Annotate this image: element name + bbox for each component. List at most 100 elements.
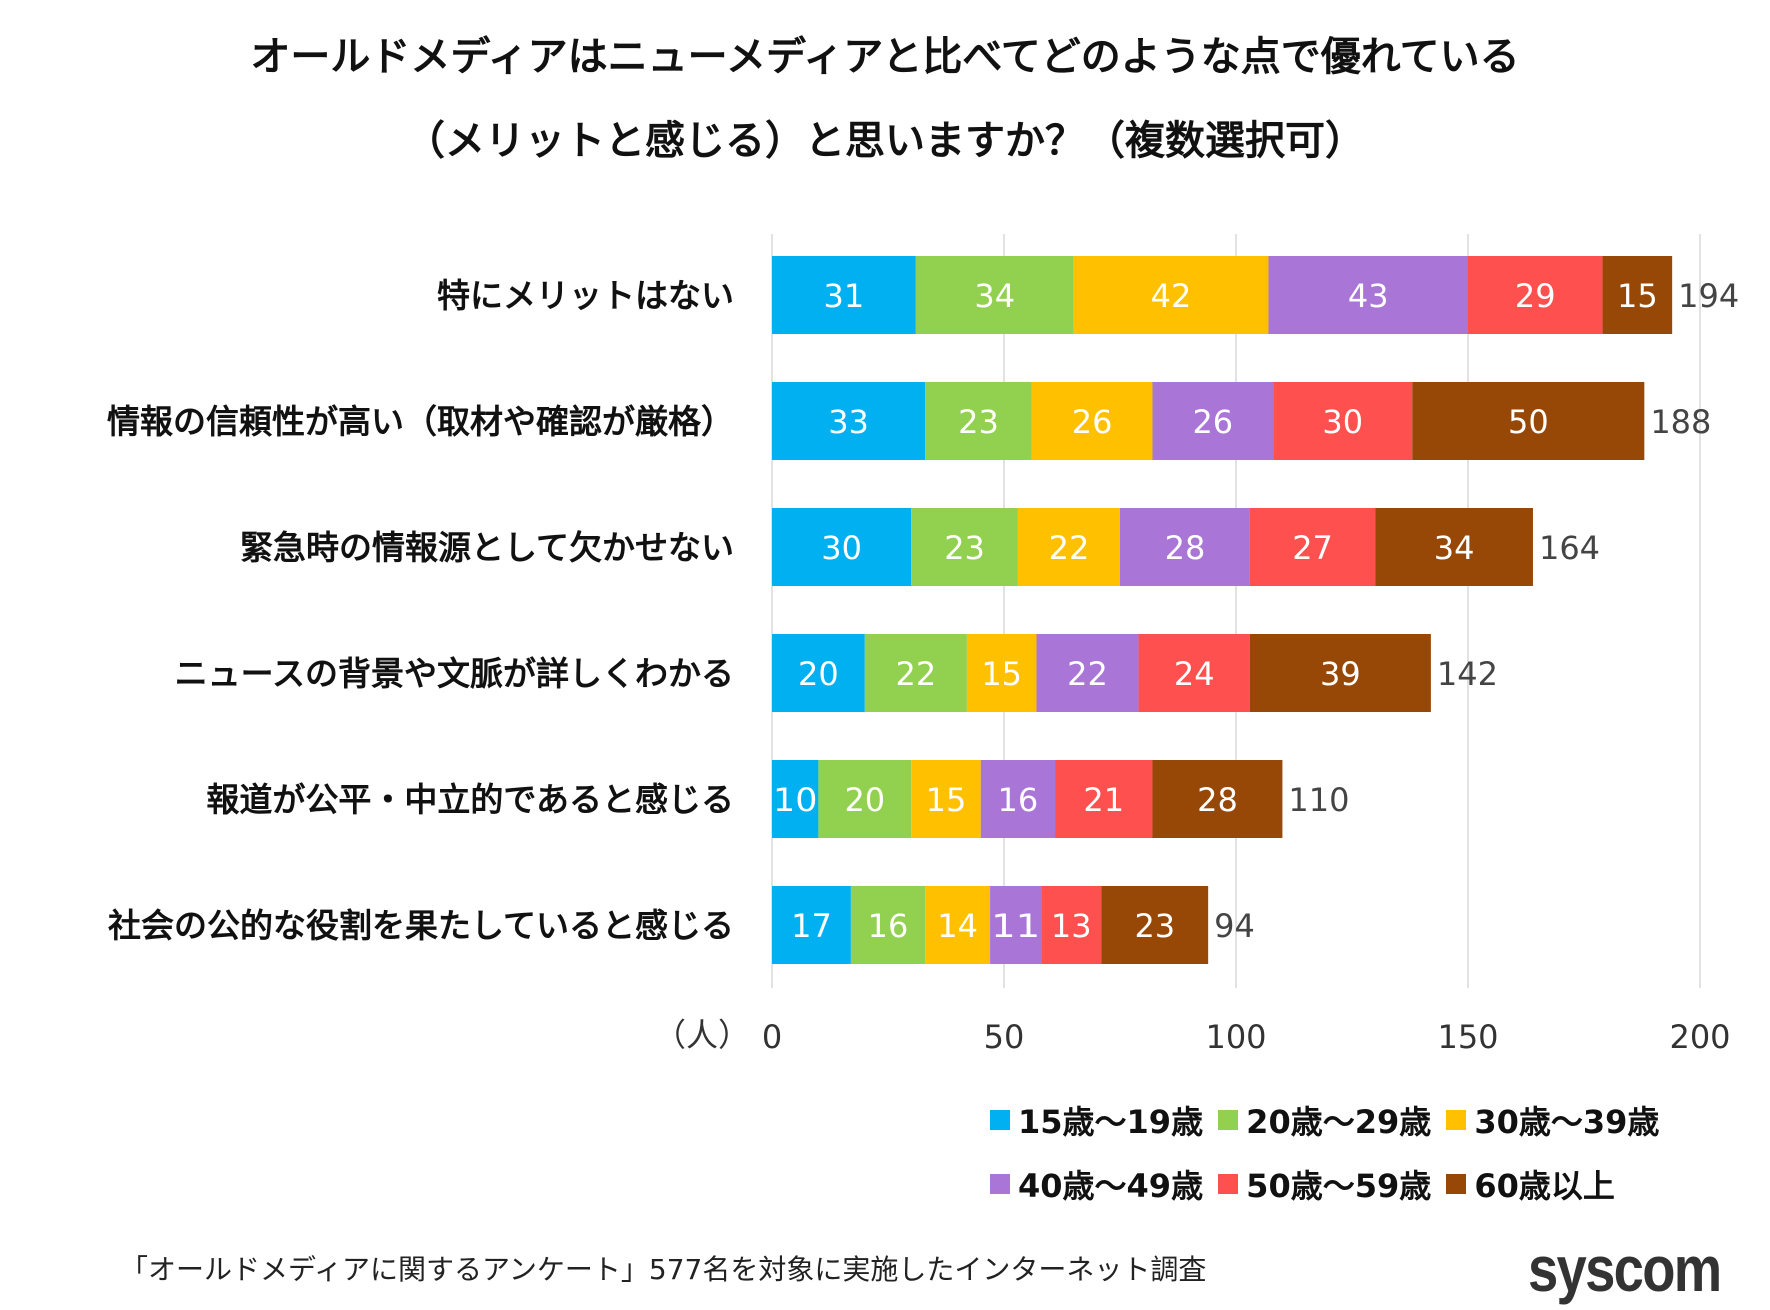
bar-segment — [1041, 886, 1102, 964]
legend-label: 15歳～19歳 — [1018, 1103, 1204, 1141]
data-label: 34 — [974, 277, 1015, 315]
total-label: 110 — [1288, 781, 1349, 819]
data-label: 34 — [1434, 529, 1475, 567]
chart-title-line-1: オールドメディアはニューメディアと比べてどのような点で優れている — [250, 34, 1520, 80]
bar-segment — [1273, 382, 1413, 460]
total-label: 194 — [1678, 277, 1739, 315]
x-tick-label: 100 — [1205, 1018, 1266, 1056]
data-label: 31 — [824, 277, 865, 315]
total-label: 188 — [1650, 403, 1711, 441]
data-label: 39 — [1320, 655, 1361, 693]
data-label: 26 — [1072, 403, 1113, 441]
bar-segment — [1468, 256, 1603, 334]
data-label: 50 — [1508, 403, 1549, 441]
bar-segment — [772, 256, 916, 334]
data-label: 21 — [1083, 781, 1124, 819]
data-label: 15 — [1617, 277, 1658, 315]
x-tick-label: 50 — [984, 1018, 1025, 1056]
bar-segment — [925, 382, 1032, 460]
bar-segment — [1017, 508, 1120, 586]
data-label: 16 — [868, 907, 909, 945]
data-label: 11 — [991, 907, 1040, 945]
data-label: 13 — [1051, 907, 1092, 945]
legend-swatch — [990, 1110, 1010, 1130]
bar-segment — [772, 508, 912, 586]
x-tick-label: 150 — [1437, 1018, 1498, 1056]
bar-segment — [1101, 886, 1209, 964]
data-label: 30 — [1322, 403, 1363, 441]
legend-swatch — [1446, 1110, 1467, 1130]
data-label: 16 — [998, 781, 1039, 819]
legend-label: 40歳～49歳 — [1018, 1167, 1204, 1205]
data-label: 20 — [798, 655, 839, 693]
bar-segment — [772, 760, 819, 838]
bar-segment — [1249, 508, 1376, 586]
bar-segment — [1249, 634, 1431, 712]
data-label: 14 — [937, 907, 978, 945]
chart-title-line-2: （メリットと感じる）と思いますか？（複数選択可） — [405, 118, 1365, 164]
x-tick-label: 0 — [762, 1018, 782, 1056]
data-label: 43 — [1348, 277, 1389, 315]
bar-segment — [1152, 760, 1283, 838]
legend-item: 60歳以上 — [1446, 1152, 1615, 1216]
stacked-bar-chart: 0 50 100 150 200 （人） 特にメリットはない 31 34 42 43 29 15 194 情… — [107, 234, 1739, 1056]
total-label: 164 — [1539, 529, 1600, 567]
legend-label: 30歳～39歳 — [1474, 1103, 1660, 1141]
total-label: 94 — [1214, 907, 1255, 945]
bar-segment — [1138, 634, 1250, 712]
bar-segment — [864, 634, 967, 712]
data-label: 30 — [821, 529, 862, 567]
legend-item: 30歳～39歳 — [1446, 1088, 1659, 1152]
bar-segment — [850, 886, 926, 964]
data-label: 22 — [1049, 529, 1090, 567]
data-label: 24 — [1174, 655, 1215, 693]
bar-segment — [911, 508, 1018, 586]
bar-segment — [772, 382, 926, 460]
bar-segment — [1375, 508, 1533, 586]
bar-segment — [1602, 256, 1673, 334]
legend-item: 20歳～29歳 — [1218, 1088, 1431, 1152]
legend-swatch — [1218, 1174, 1239, 1194]
bar-segment — [1120, 508, 1250, 586]
bar-segment — [990, 886, 1042, 964]
bar-segment — [1036, 634, 1139, 712]
data-label: 20 — [844, 781, 885, 819]
data-label: 22 — [895, 655, 936, 693]
data-label: 29 — [1515, 277, 1556, 315]
data-label: 10 — [773, 781, 817, 819]
legend-swatch — [990, 1174, 1010, 1194]
bar-segment — [1412, 382, 1645, 460]
legend-item: 40歳～49歳 — [990, 1152, 1203, 1216]
data-label: 42 — [1151, 277, 1192, 315]
bar-segment — [1073, 256, 1269, 334]
category-label: 緊急時の情報源として欠かせない — [240, 528, 734, 567]
data-label: 27 — [1292, 529, 1333, 567]
legend-label: 20歳～29歳 — [1246, 1103, 1432, 1141]
data-label: 28 — [1197, 781, 1238, 819]
bar-segment — [911, 760, 981, 838]
legend: 15歳～19歳 20歳～29歳 30歳～39歳 40歳～49歳 50歳～59歳 … — [990, 1088, 1750, 1216]
bar-segment — [915, 256, 1074, 334]
bar-segment — [818, 760, 912, 838]
total-label: 142 — [1437, 655, 1498, 693]
data-label: 22 — [1067, 655, 1108, 693]
data-label: 17 — [791, 907, 832, 945]
bar-segment — [980, 760, 1056, 838]
category-label: ニュースの背景や文脈が詳しくわかる — [175, 654, 734, 693]
data-label: 23 — [1134, 907, 1175, 945]
syscom-logo: syscom — [1528, 1233, 1722, 1305]
legend-item: 15歳～19歳 — [990, 1088, 1203, 1152]
bar-segment — [966, 634, 1037, 712]
bar-segment — [1268, 256, 1468, 334]
data-label: 15 — [926, 781, 967, 819]
data-label: 15 — [981, 655, 1022, 693]
data-label: 23 — [958, 403, 999, 441]
legend-swatch — [1446, 1174, 1467, 1194]
data-label: 23 — [944, 529, 985, 567]
bar-segment — [925, 886, 991, 964]
legend-label: 50歳～59歳 — [1246, 1167, 1432, 1205]
bar-segment — [772, 886, 851, 964]
bar-segment — [1031, 382, 1153, 460]
legend-label: 60歳以上 — [1474, 1167, 1615, 1205]
legend-swatch — [1218, 1110, 1239, 1130]
